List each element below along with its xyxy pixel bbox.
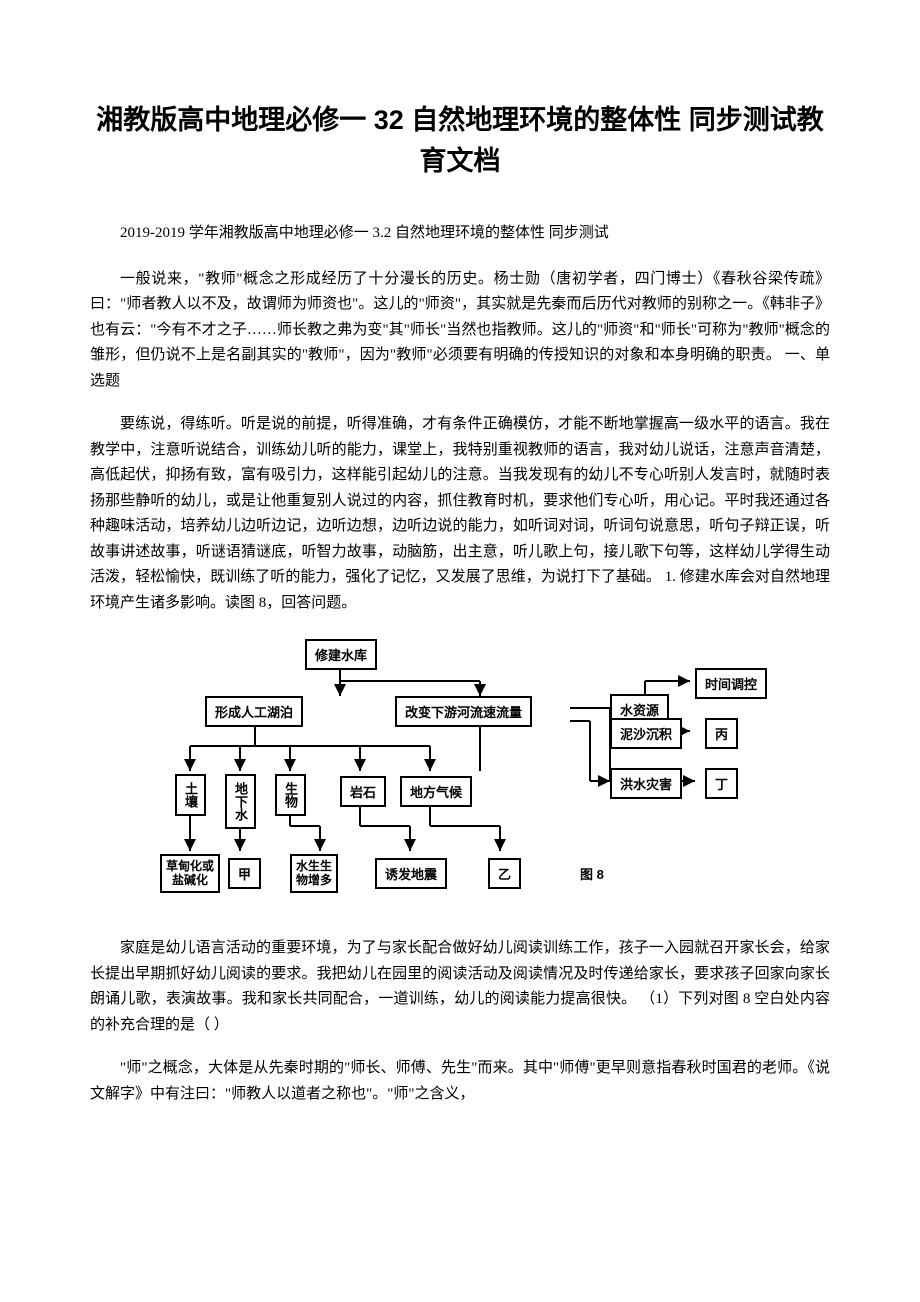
document-subtitle: 2019-2019 学年湘教版高中地理必修一 3.2 自然地理环境的整体性 同步… [90, 221, 830, 247]
box-jia: 甲 [228, 858, 261, 889]
box-ding: 丁 [705, 768, 738, 799]
box-flood: 洪水灾害 [610, 768, 682, 799]
box-yi: 乙 [488, 858, 521, 889]
paragraph-2: 要练说，得练听。听是说的前提，听得准确，才有条件正确模仿，才能不断地掌握高一级水… [90, 412, 830, 616]
box-change-downstream: 改变下游河流速流量 [395, 696, 532, 727]
flowchart-diagram: 修建水库 形成人工湖泊 改变下游河流速流量 水资源 时间调控 泥沙沉积 丙 洪水… [150, 636, 770, 916]
box-local-climate: 地方气候 [400, 776, 472, 807]
box-salinization: 草甸化或盐碱化 [160, 854, 220, 893]
box-groundwater: 地下水 [225, 774, 256, 829]
box-earthquake: 诱发地震 [375, 858, 447, 889]
paragraph-1: 一般说来，"教师"概念之形成经历了十分漫长的历史。杨士勋（唐初学者，四门博士）《… [90, 267, 830, 395]
box-form-lake: 形成人工湖泊 [205, 696, 303, 727]
box-biology: 生物 [275, 774, 306, 816]
paragraph-4: "师"之概念，大体是从先秦时期的"师长、师傅、先生"而来。其中"师傅"更早则意指… [90, 1056, 830, 1107]
figure-label: 图 8 [580, 864, 604, 883]
paragraph-3: 家庭是幼儿语言活动的重要环境，为了与家长配合做好幼儿阅读训练工作，孩子一入园就召… [90, 936, 830, 1038]
box-aquatic: 水生生物增多 [290, 854, 338, 893]
box-sediment: 泥沙沉积 [610, 718, 682, 749]
document-title: 湘教版高中地理必修一 32 自然地理环境的整体性 同步测试教育文档 [90, 100, 830, 181]
box-bing: 丙 [705, 718, 738, 749]
box-build-reservoir: 修建水库 [305, 639, 377, 670]
box-rock: 岩石 [340, 776, 386, 807]
box-soil: 土壤 [175, 774, 206, 816]
box-time-control: 时间调控 [695, 668, 767, 699]
